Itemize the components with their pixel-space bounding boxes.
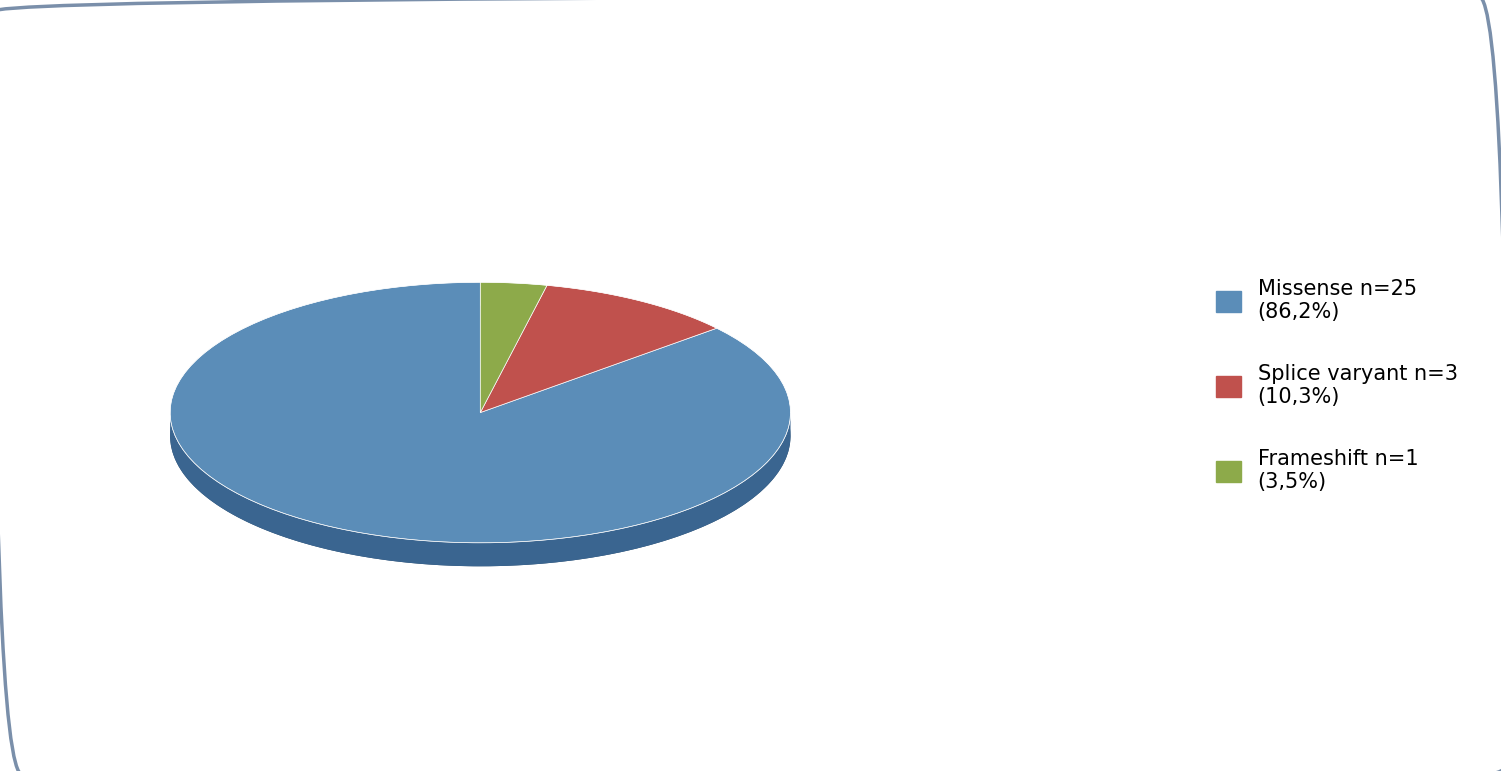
Legend: Missense n=25
(86,2%), Splice varyant n=3
(10,3%), Frameshift n=1
(3,5%): Missense n=25 (86,2%), Splice varyant n=… <box>1205 268 1468 503</box>
Polygon shape <box>170 413 791 566</box>
Polygon shape <box>170 306 791 566</box>
Polygon shape <box>480 285 717 412</box>
Polygon shape <box>170 282 791 543</box>
Polygon shape <box>480 282 546 412</box>
